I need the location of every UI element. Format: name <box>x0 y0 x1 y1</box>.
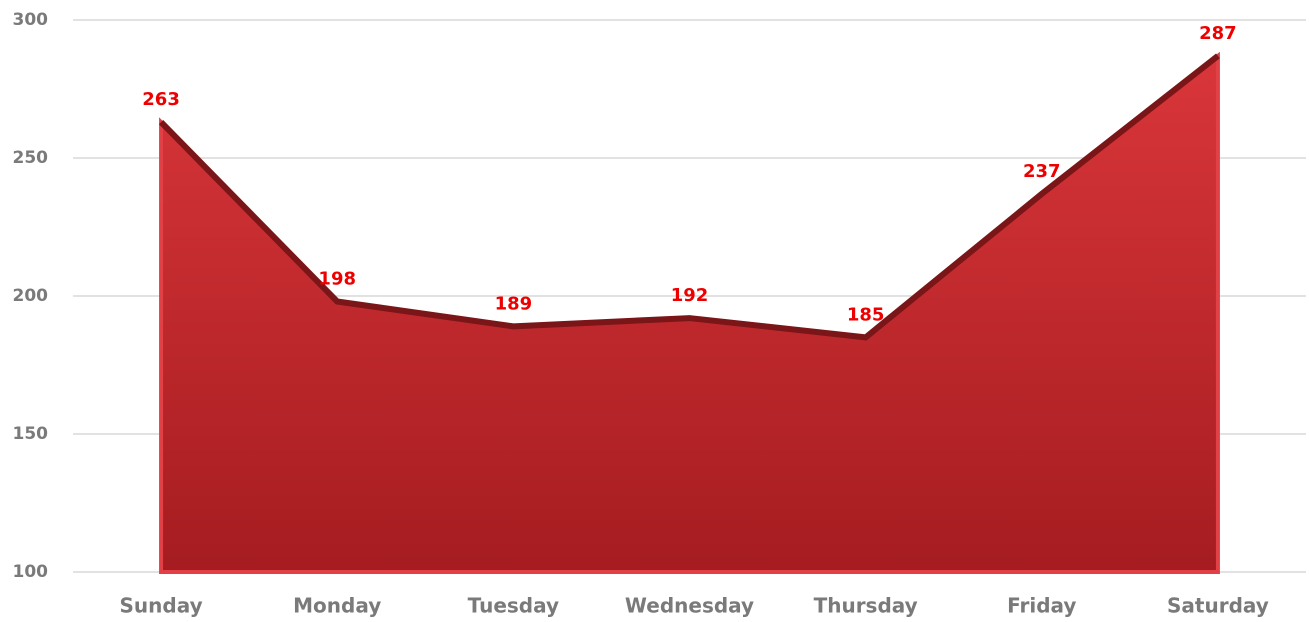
x-tick-label: Wednesday <box>625 594 754 618</box>
value-label: 192 <box>671 285 709 306</box>
chart: 100 150 200 250 300 263 198 189 192 185 237 287 Sund… <box>0 0 1309 622</box>
x-tick-label: Sunday <box>120 594 203 618</box>
x-tick-label: Friday <box>1007 594 1076 618</box>
value-label: 237 <box>1023 161 1061 182</box>
value-label: 287 <box>1199 23 1237 44</box>
y-tick-label: 300 <box>13 10 49 30</box>
value-label: 185 <box>847 304 885 325</box>
y-tick-label: 250 <box>13 148 49 168</box>
value-label: 198 <box>318 269 356 290</box>
x-tick-label: Monday <box>293 594 381 618</box>
value-label: 189 <box>495 293 533 314</box>
x-tick-label: Tuesday <box>468 594 559 618</box>
y-tick-label: 100 <box>13 562 49 582</box>
y-tick-label: 150 <box>13 424 49 444</box>
x-tick-label: Thursday <box>814 594 918 618</box>
area <box>161 56 1218 572</box>
y-tick-label: 200 <box>13 286 49 306</box>
value-label: 263 <box>142 89 180 110</box>
x-tick-label: Saturday <box>1167 594 1269 618</box>
